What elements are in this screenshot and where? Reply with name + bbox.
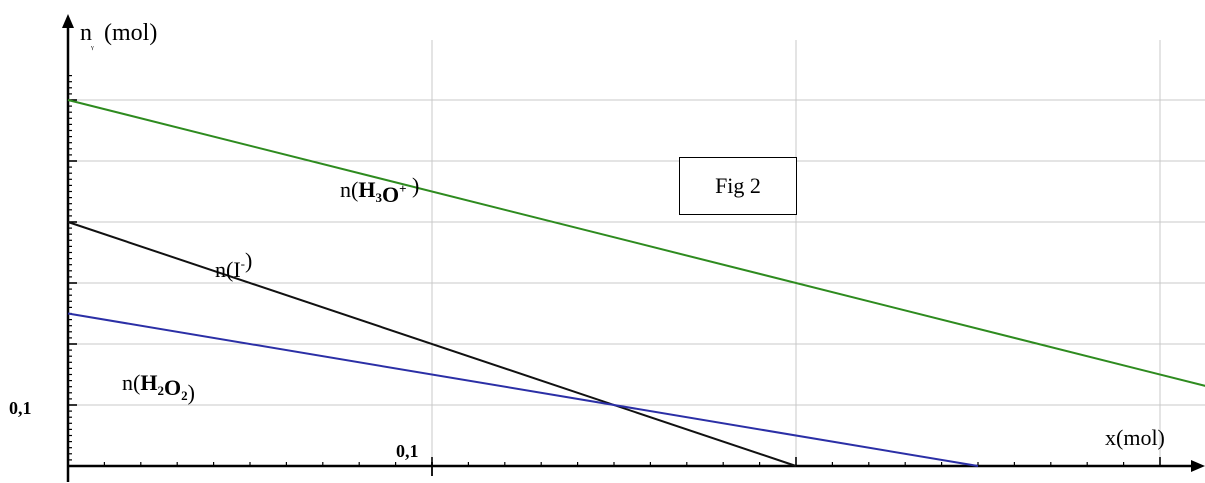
series-label-iodide: n(I-) (215, 248, 252, 282)
y-axis-arrow-icon (62, 14, 74, 28)
axes (62, 14, 1205, 482)
x-axis-arrow-icon (1191, 460, 1205, 472)
series-lines (67, 99, 1205, 467)
y-axis-label-subscript: ᵧ (91, 40, 94, 51)
series-line-h2o2 (67, 312, 979, 467)
figure-label: Fig 2 (715, 173, 761, 198)
x-tick-label: 0,1 (396, 441, 419, 461)
y-axis-label: n (80, 20, 92, 46)
series-line-iodide (67, 221, 797, 467)
figure-label-box: Fig 2 (679, 157, 797, 215)
grid (68, 40, 1205, 466)
chart-text: n ᵧ (mol) x(mol) 0,1 0,1 n(H3O+ ) n(I-) n(… (9, 20, 1165, 461)
series-label-h2o2: n(H2O2) (122, 370, 195, 405)
series-label-h3o: n(H3O+ ) (340, 173, 419, 207)
series-line-h3o (67, 99, 1205, 387)
x-axis-label: x(mol) (1105, 425, 1165, 450)
y-axis-label-unit: (mol) (104, 20, 157, 46)
y-tick-label: 0,1 (9, 398, 32, 418)
